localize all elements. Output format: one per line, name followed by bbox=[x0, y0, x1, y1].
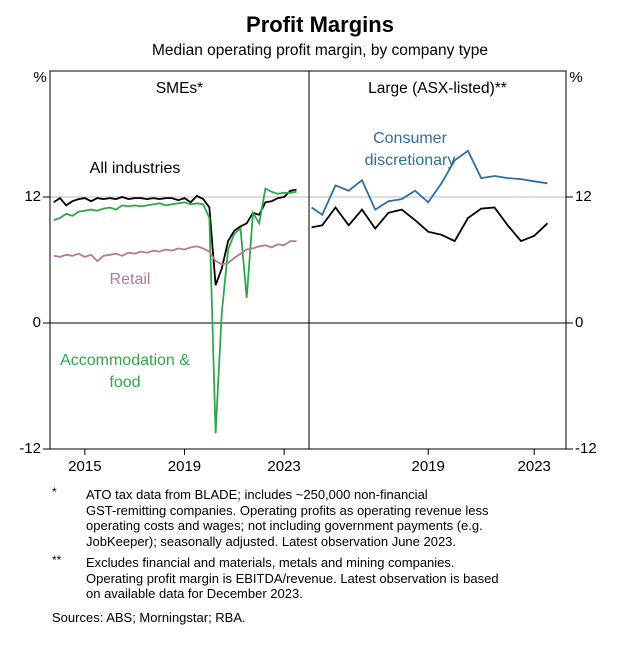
chart-title: Profit Margins bbox=[246, 12, 394, 37]
note-line: operating costs and wages; not including… bbox=[86, 518, 483, 533]
note-line: Excludes financial and materials, metals… bbox=[86, 555, 455, 570]
note-line: ATO tax data from BLADE; includes ~250,0… bbox=[86, 487, 428, 502]
chart-subtitle: Median operating profit margin, by compa… bbox=[152, 42, 488, 59]
y-tick-label: 12 bbox=[575, 188, 592, 205]
panel-title: Large (ASX-listed)** bbox=[368, 80, 507, 97]
series-line bbox=[311, 205, 549, 243]
x-tick-label: 2023 bbox=[518, 458, 551, 475]
note-line: GST-remitting companies. Operating profi… bbox=[86, 502, 489, 518]
note-line: on available data for December 2023. bbox=[86, 586, 303, 601]
y-tick-label: 0 bbox=[575, 314, 583, 331]
x-tick-label: 2023 bbox=[267, 458, 300, 475]
series-line bbox=[53, 188, 297, 286]
y-tick-label: 12 bbox=[24, 188, 41, 205]
x-tick-label: 2019 bbox=[168, 458, 201, 475]
y-unit: % bbox=[33, 69, 46, 86]
note-symbol: ** bbox=[52, 553, 62, 567]
x-tick-label: 2019 bbox=[412, 458, 445, 475]
note-line: JobKeeper); seasonally adjusted. Latest … bbox=[86, 533, 457, 549]
series-label: All industries bbox=[89, 160, 181, 177]
plot-frame bbox=[49, 70, 567, 450]
panel-title: SMEs* bbox=[156, 80, 203, 97]
series-line bbox=[311, 149, 548, 217]
y-tick-label: 0 bbox=[33, 314, 41, 331]
y-unit: % bbox=[569, 69, 582, 86]
y-tick-label: -12 bbox=[19, 440, 41, 457]
series-label: Retail bbox=[109, 271, 151, 288]
series-label: Consumer discretionary bbox=[364, 130, 456, 169]
series-label: Accommodation & food bbox=[60, 352, 190, 391]
y-tick-label: -12 bbox=[575, 440, 597, 457]
series-line bbox=[53, 240, 297, 266]
sources: Sources: ABS; Morningstar; RBA. bbox=[52, 609, 246, 625]
x-tick-label: 2015 bbox=[68, 458, 101, 475]
note-line: Operating profit margin is EBITDA/revenu… bbox=[86, 570, 499, 586]
series-line bbox=[53, 187, 297, 434]
note-symbol: * bbox=[52, 485, 57, 499]
